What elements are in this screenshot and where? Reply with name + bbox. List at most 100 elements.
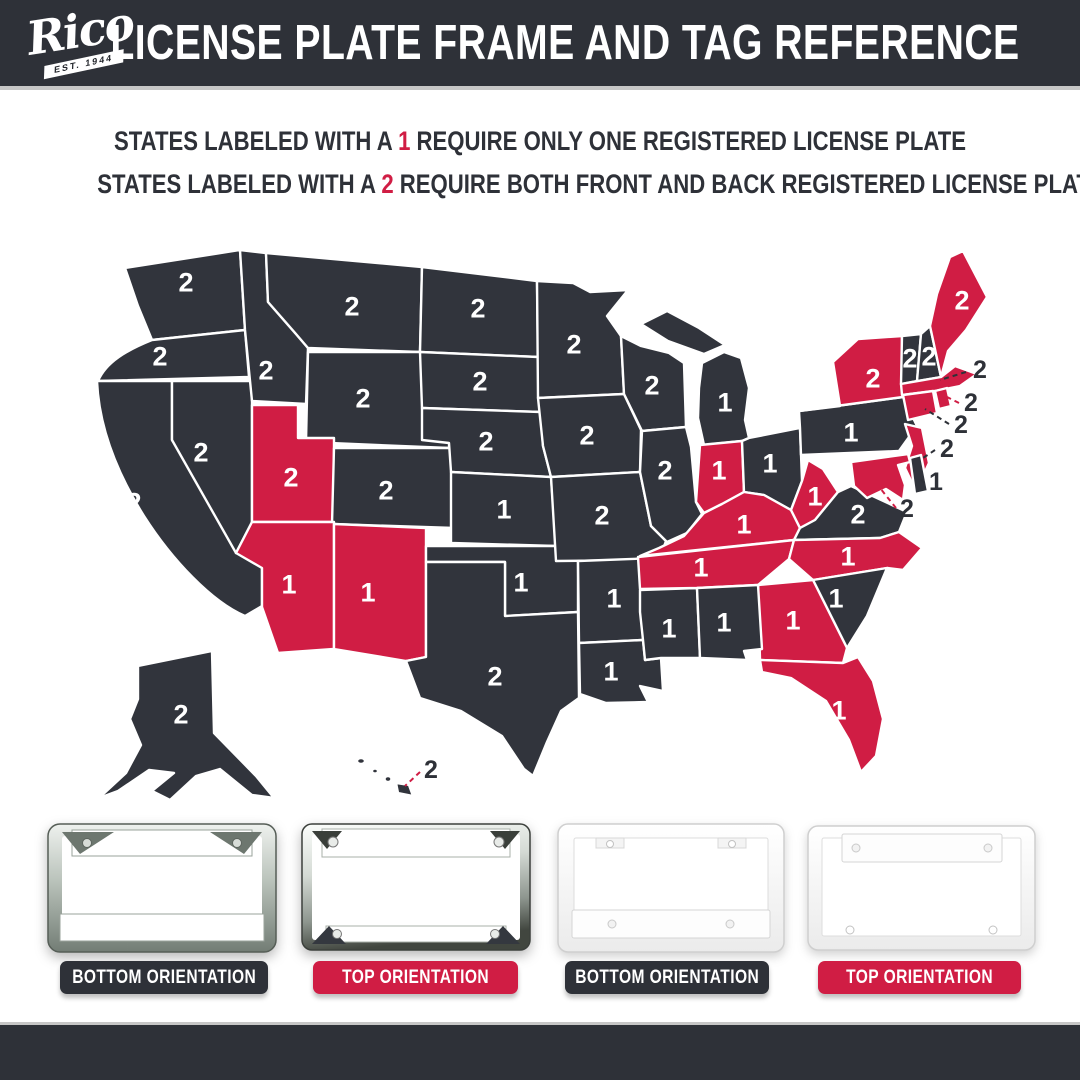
svg-text:2: 2 bbox=[178, 268, 193, 298]
svg-text:2: 2 bbox=[973, 356, 987, 384]
callout-lines bbox=[404, 371, 967, 787]
svg-text:2: 2 bbox=[173, 700, 188, 730]
frame-chrome-bottom bbox=[46, 820, 278, 961]
state-CA bbox=[95, 379, 264, 618]
frame-chrome-top bbox=[300, 822, 532, 959]
svg-text:2: 2 bbox=[355, 384, 370, 414]
svg-text:2: 2 bbox=[902, 344, 917, 374]
legend-line-1: STATES LABELED WITH A 1 REQUIRE ONLY ONE… bbox=[97, 120, 983, 163]
state-HI-island bbox=[383, 774, 393, 784]
frame-white-top bbox=[806, 824, 1037, 957]
state-ME bbox=[928, 249, 989, 379]
svg-text:2: 2 bbox=[865, 364, 880, 394]
svg-text:2: 2 bbox=[954, 286, 969, 316]
svg-text:2: 2 bbox=[472, 367, 487, 397]
svg-text:1: 1 bbox=[661, 614, 676, 644]
page-title: LICENSE PLATE FRAME AND TAG REFERENCE bbox=[110, 16, 1020, 70]
footer-bar: Rico EST. 1944 * BE SURE TO CONFIRM WITH… bbox=[0, 1022, 1080, 1080]
svg-text:2: 2 bbox=[126, 488, 141, 518]
svg-text:2: 2 bbox=[283, 463, 298, 493]
svg-text:1: 1 bbox=[711, 456, 726, 486]
state-AL bbox=[695, 583, 764, 662]
state-FL bbox=[758, 655, 885, 774]
orientation-label-3-text: BOTTOM ORIENTATION bbox=[575, 966, 759, 988]
legend-line-2: STATES LABELED WITH A 2 REQUIRE BOTH FRO… bbox=[97, 163, 1080, 206]
state-MD bbox=[849, 452, 912, 502]
legend-2-number: 2 bbox=[381, 169, 394, 200]
legend-1-number: 1 bbox=[398, 126, 411, 156]
svg-text:2: 2 bbox=[566, 330, 581, 360]
state-NM bbox=[332, 522, 428, 663]
svg-text:2: 2 bbox=[470, 294, 485, 324]
svg-text:1: 1 bbox=[281, 570, 296, 600]
svg-text:1: 1 bbox=[785, 606, 800, 636]
svg-text:1: 1 bbox=[716, 608, 731, 638]
state-WI bbox=[619, 334, 688, 433]
orientation-label-1-text: BOTTOM ORIENTATION bbox=[72, 966, 256, 988]
legend-1-text: STATES LABELED WITH A bbox=[113, 126, 399, 156]
svg-text:1: 1 bbox=[736, 510, 751, 540]
orientation-label-4-text: TOP ORIENTATION bbox=[846, 966, 993, 988]
svg-text:1: 1 bbox=[606, 584, 621, 614]
svg-text:1: 1 bbox=[496, 495, 511, 525]
svg-text:2: 2 bbox=[579, 421, 594, 451]
state-RI bbox=[933, 386, 953, 411]
svg-text:2: 2 bbox=[964, 389, 978, 417]
header-bar: Rico EST. 1944 LICENSE PLATE FRAME AND T… bbox=[0, 0, 1080, 90]
svg-text:2: 2 bbox=[921, 342, 936, 372]
svg-text:2: 2 bbox=[193, 438, 208, 468]
svg-text:2: 2 bbox=[487, 662, 502, 692]
svg-text:1: 1 bbox=[807, 482, 822, 512]
svg-text:1: 1 bbox=[717, 388, 732, 418]
orientation-label-2: TOP ORIENTATION bbox=[313, 961, 518, 994]
frame-white-bottom bbox=[556, 822, 786, 959]
svg-text:2: 2 bbox=[424, 756, 438, 784]
svg-text:1: 1 bbox=[762, 449, 777, 479]
svg-text:1: 1 bbox=[831, 696, 846, 726]
svg-text:2: 2 bbox=[900, 495, 914, 523]
state-OR bbox=[96, 328, 251, 383]
svg-text:2: 2 bbox=[258, 356, 273, 386]
state-TX bbox=[404, 560, 581, 778]
svg-text:2: 2 bbox=[594, 501, 609, 531]
legend-2-text: STATES LABELED WITH A bbox=[97, 169, 382, 200]
state-DE bbox=[908, 453, 930, 496]
svg-text:2: 2 bbox=[657, 456, 672, 486]
legend: STATES LABELED WITH A 1 REQUIRE ONLY ONE… bbox=[0, 120, 1080, 206]
svg-text:1: 1 bbox=[693, 553, 708, 583]
orientation-label-3: BOTTOM ORIENTATION bbox=[565, 961, 769, 994]
state-AK bbox=[97, 649, 276, 802]
state-CT bbox=[901, 389, 939, 422]
state-NY bbox=[797, 334, 905, 413]
legend-2-text-after: REQUIRE BOTH FRONT AND BACK REGISTERED L… bbox=[393, 169, 1080, 200]
state-HI-island bbox=[370, 767, 380, 775]
svg-text:2: 2 bbox=[344, 292, 359, 322]
svg-text:2: 2 bbox=[940, 435, 954, 463]
legend-1-text-after: REQUIRE ONLY ONE REGISTERED LICENSE PLAT… bbox=[410, 126, 967, 156]
state-MI-upper bbox=[639, 309, 727, 356]
state-HI-island bbox=[355, 756, 367, 766]
svg-text:2: 2 bbox=[850, 500, 865, 530]
state-HI-island bbox=[394, 781, 415, 798]
orientation-label-1: BOTTOM ORIENTATION bbox=[60, 961, 268, 994]
state-MN bbox=[535, 279, 630, 400]
svg-text:2: 2 bbox=[644, 371, 659, 401]
svg-text:1: 1 bbox=[828, 584, 843, 614]
svg-text:2: 2 bbox=[378, 476, 393, 506]
svg-text:2: 2 bbox=[152, 342, 167, 372]
svg-text:1: 1 bbox=[513, 568, 528, 598]
orientation-label-4: TOP ORIENTATION bbox=[818, 961, 1021, 994]
svg-text:2: 2 bbox=[478, 427, 493, 457]
svg-text:2: 2 bbox=[954, 411, 968, 439]
svg-text:1: 1 bbox=[929, 468, 943, 496]
state-CO bbox=[330, 446, 458, 530]
orientation-label-2-text: TOP ORIENTATION bbox=[342, 966, 489, 988]
svg-text:1: 1 bbox=[603, 657, 618, 687]
svg-text:1: 1 bbox=[360, 578, 375, 608]
svg-text:1: 1 bbox=[840, 542, 855, 572]
svg-text:1: 1 bbox=[843, 418, 858, 448]
